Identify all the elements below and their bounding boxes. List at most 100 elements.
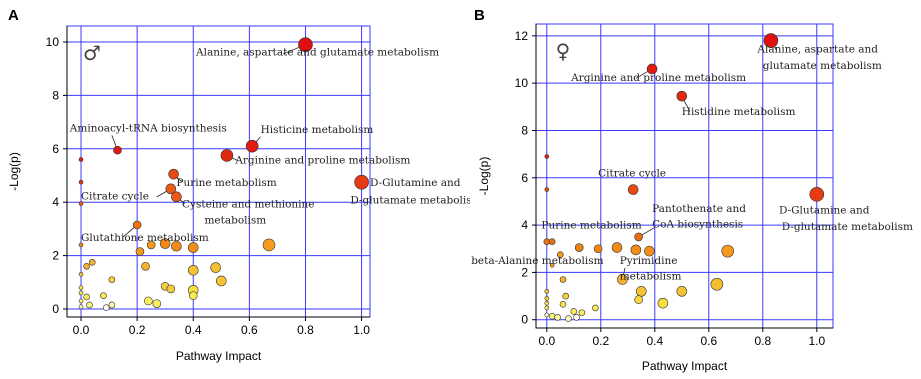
x-tick-label: 0.8 — [297, 323, 314, 337]
sex-symbol: ♀ — [556, 39, 571, 63]
y-axis-label: -Log(p) — [477, 157, 491, 196]
y-tick-label: 6 — [521, 171, 528, 185]
data-point — [78, 298, 84, 304]
data-point — [570, 308, 578, 315]
x-tick-label: 0.8 — [754, 334, 771, 348]
data-point — [562, 292, 569, 300]
data-point — [108, 276, 116, 283]
data-point — [88, 258, 96, 266]
data-point — [188, 291, 198, 300]
y-tick-label: 0 — [52, 302, 59, 316]
x-tick-label: 0.4 — [185, 323, 202, 337]
data-point — [165, 183, 177, 195]
data-point — [593, 244, 603, 254]
pathway-annotation: D-Glutamine and — [779, 204, 870, 216]
panel-a: A 0.0 0.2 0.4 0.6 0.8 1.0 0 2 4 6 8 10 Pathway Impact… — [7, 7, 470, 363]
x-tick-label: 0.0 — [73, 323, 90, 337]
y-tick-label: 0 — [521, 313, 528, 327]
data-point — [721, 244, 735, 258]
data-point — [634, 232, 643, 242]
data-point — [559, 276, 567, 283]
data-point — [557, 251, 564, 258]
data-point — [159, 238, 171, 249]
pathway-annotation: Citrate cycle — [81, 191, 149, 203]
pathway-annotation: metabolism — [204, 215, 266, 227]
data-point — [113, 145, 122, 155]
data-point — [544, 296, 550, 301]
data-point — [78, 285, 84, 290]
y-tick-label: 6 — [52, 142, 59, 156]
data-point — [100, 292, 107, 299]
panel-letter: B — [474, 7, 485, 24]
data-point — [573, 314, 580, 321]
y-tick-label: 4 — [521, 218, 528, 232]
data-point — [146, 240, 156, 250]
pathway-annotation: D-glutamate metabolism — [782, 221, 913, 233]
pathway-annotation: glutamate metabolism — [763, 60, 882, 72]
data-point — [78, 290, 84, 296]
data-point — [592, 304, 599, 312]
y-tick-label: 10 — [46, 35, 60, 49]
data-point — [549, 263, 555, 268]
data-point — [86, 301, 93, 309]
data-point — [646, 63, 658, 75]
x-tick-label: 0.2 — [592, 334, 609, 348]
data-point — [636, 286, 647, 297]
pathway-annotation: Arginine and proline metabolism — [234, 154, 410, 166]
data-point — [763, 33, 779, 48]
data-point — [298, 37, 313, 52]
x-tick-label: 0.6 — [700, 334, 717, 348]
pathway-annotation: beta-Alanine metabolism — [471, 255, 603, 267]
pathway-annotation: Glutathione metabolism — [81, 232, 209, 244]
data-point — [676, 286, 688, 297]
pathway-annotation: Citrate cycle — [598, 168, 666, 180]
data-point — [354, 174, 369, 190]
pathway-annotation: D-glutamate metabolism — [350, 195, 470, 207]
pathway-annotation: metabolism — [620, 271, 682, 283]
pathway-annotation: Alanine, aspartate and glutamate metabol… — [195, 46, 439, 58]
panel-b: B 0.0 0.2 0.4 0.6 0.8 1.0 0 2 4 6 8 10 12 Pathway Impa… — [470, 0, 921, 379]
data-point — [83, 262, 90, 270]
data-point — [544, 187, 550, 192]
data-point — [554, 314, 561, 321]
x-axis-label: Pathway Impact — [176, 349, 262, 363]
data-point — [262, 238, 276, 252]
data-point — [78, 201, 84, 206]
data-point — [809, 187, 825, 202]
data-point — [144, 296, 153, 306]
pathway-chart-b: B 0.0 0.2 0.4 0.6 0.8 1.0 0 2 4 6 8 10 12 Pathway Impa… — [471, 7, 913, 373]
data-point — [543, 238, 551, 245]
data-point — [216, 275, 227, 287]
data-point — [78, 304, 84, 310]
panel-letter: A — [8, 7, 19, 24]
data-point — [108, 301, 116, 309]
y-tick-label: 8 — [521, 123, 528, 137]
data-point — [544, 305, 550, 311]
data-point — [83, 293, 90, 301]
data-point — [544, 312, 550, 318]
pathway-annotation: Histicine metabolism — [261, 124, 374, 136]
data-point — [78, 157, 84, 162]
data-point — [171, 240, 182, 252]
pathway-annotation: Alanine, aspartate and — [756, 43, 878, 55]
data-point — [210, 262, 221, 273]
data-point — [630, 244, 642, 256]
data-point — [676, 90, 688, 102]
y-axis-label: -Log(p) — [7, 152, 21, 191]
data-point — [168, 168, 179, 180]
data-point — [102, 304, 110, 311]
data-point — [548, 312, 556, 320]
x-tick-label: 1.0 — [353, 323, 370, 337]
data-point — [132, 220, 142, 230]
sex-symbol: ♂ — [83, 41, 101, 65]
data-point — [565, 315, 572, 322]
pathway-annotation: Aminoacyl-tRNA biosynthesis — [69, 122, 227, 134]
x-tick-label: 0.6 — [241, 323, 258, 337]
data-point — [187, 242, 199, 253]
data-point — [141, 261, 150, 271]
data-point — [220, 149, 234, 162]
x-tick-label: 0.2 — [129, 323, 146, 337]
pathway-annotation: D-Glutamine and — [370, 177, 461, 189]
data-point — [548, 238, 556, 245]
pathway-annotation: Pyrimidine — [620, 255, 678, 267]
